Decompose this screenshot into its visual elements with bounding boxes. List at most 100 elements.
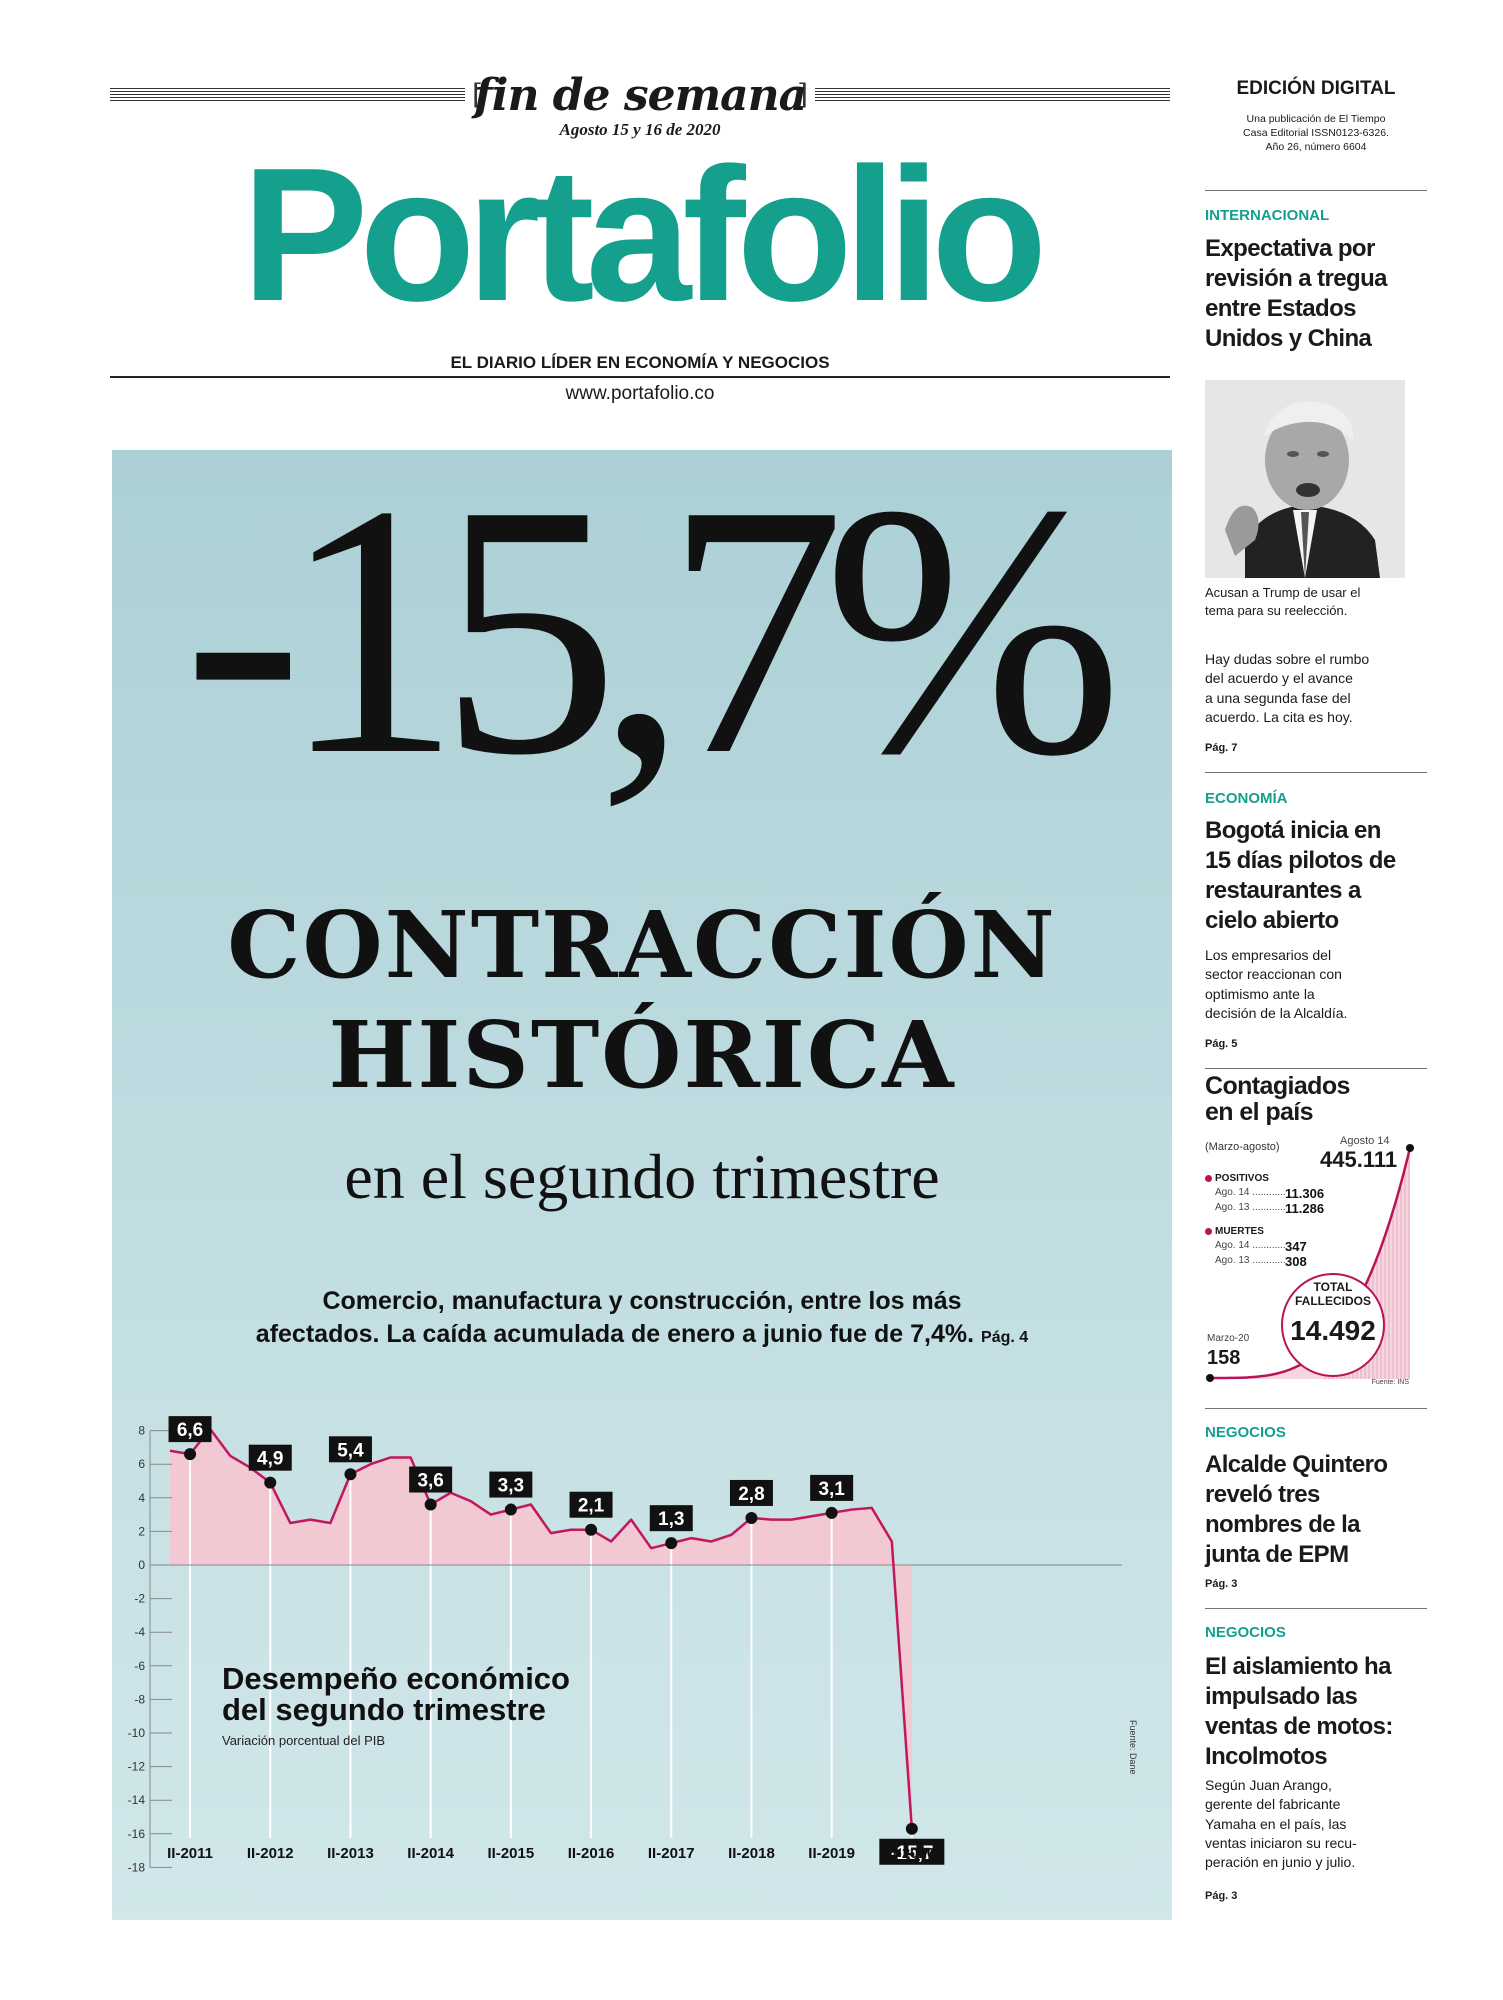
headline-line: reveló tres	[1205, 1481, 1320, 1508]
positives-label: POSITIVOS	[1205, 1173, 1269, 1184]
y-tick-label: 4	[138, 1491, 145, 1505]
data-label-box	[328, 1436, 372, 1463]
tagline: EL DIARIO LÍDER EN ECONOMÍA Y NEGOCIOS	[450, 353, 830, 372]
hero-big-figure: -15,7%	[183, 450, 1123, 829]
y-tick-label: 2	[138, 1524, 145, 1538]
series-line	[169, 1427, 914, 1829]
headline-line: restaurantes a	[1205, 877, 1361, 904]
headline-business-motos[interactable]: El aislamiento ha impulsado las ventas d…	[1205, 1652, 1427, 1772]
data-point	[665, 1537, 678, 1550]
data-point	[344, 1468, 357, 1481]
bracket-left: [	[472, 78, 483, 111]
page-reference[interactable]: Pág. 5	[1205, 1038, 1238, 1050]
curve-end-dot	[1406, 1144, 1414, 1152]
summary-line: sector reaccionan con	[1205, 966, 1342, 983]
divider	[1205, 190, 1427, 191]
y-tick-label: -6	[134, 1659, 145, 1673]
headline-business-epm[interactable]: Alcalde Quintero reveló tres nombres de …	[1205, 1450, 1427, 1570]
pub-line: Casa Editorial ISSN0123-6326.	[1243, 127, 1389, 140]
data-point	[825, 1506, 838, 1519]
badge-label: TOTAL FALLECIDOS	[1283, 1280, 1383, 1309]
divider	[110, 376, 1170, 378]
hero-deck-line: afectados. La caída acumulada de enero a…	[255, 1319, 975, 1348]
weekend-label: fin de semana	[473, 70, 807, 121]
x-tick-label: II-2019	[808, 1845, 855, 1862]
data-point	[184, 1448, 197, 1461]
section-label-business[interactable]: NEGOCIOS	[1205, 1424, 1286, 1441]
x-tick-label: II-2016	[568, 1845, 615, 1862]
data-point	[504, 1503, 517, 1516]
headline-line: Incolmotos	[1205, 1743, 1328, 1770]
headline-line: ventas de motos:	[1205, 1713, 1393, 1740]
x-tick-label: II-2020	[888, 1845, 935, 1862]
section-label-economy[interactable]: ECONOMÍA	[1205, 790, 1288, 807]
y-tick-label: 6	[138, 1457, 145, 1471]
page-reference[interactable]: Pág. 7	[1205, 742, 1238, 754]
y-tick-label: -2	[134, 1592, 145, 1606]
headline-line: El aislamiento ha	[1205, 1653, 1391, 1680]
hero-headline[interactable]: CONTRACCIÓN HISTÓRICA	[112, 890, 1172, 1111]
data-label-box	[168, 1416, 212, 1443]
hero-headline-line: CONTRACCIÓN	[227, 891, 1057, 999]
newspaper-logo[interactable]: Portafolio	[241, 129, 1048, 341]
summary-line: del acuerdo y el avance	[1205, 670, 1353, 687]
positives-row: Ago. 1411.306	[1215, 1186, 1335, 1201]
data-label: 2,8	[738, 1484, 764, 1505]
data-label: 3,6	[417, 1471, 443, 1492]
website-link[interactable]: www.portafolio.co	[565, 383, 715, 404]
covid-title: Contagiados en el país	[1205, 1073, 1350, 1126]
row-date: Ago. 13	[1215, 1255, 1285, 1266]
page-reference[interactable]: Pág. 3	[1205, 1578, 1238, 1590]
data-label-box	[248, 1444, 292, 1471]
headline-international[interactable]: Expectativa por revisión a tregua entre …	[1205, 234, 1427, 354]
summary-line: peración en junio y julio.	[1205, 1854, 1356, 1871]
page-reference[interactable]: Pág. 4	[981, 1328, 1029, 1346]
divider	[1205, 1608, 1427, 1609]
y-tick-label: -14	[128, 1793, 146, 1807]
covid-infographic: Contagiados en el país (Marzo-agosto) Ag…	[1205, 1073, 1427, 1393]
hero-subhead: en el segundo trimestre	[344, 1141, 940, 1212]
summary-business-motos: Según Juan Arango, gerente del fabricant…	[1205, 1776, 1427, 1873]
chart-subtitle: Variación porcentual del PIB	[222, 1733, 386, 1748]
positives-row: Ago. 1311.286	[1215, 1201, 1335, 1216]
chart-title: Desempeño económico del segundo trimestr…	[222, 1663, 570, 1725]
headline-line: Unidos y China	[1205, 325, 1372, 352]
curve-start-dot	[1206, 1374, 1214, 1382]
y-tick-label: -18	[128, 1860, 146, 1874]
data-point	[424, 1498, 437, 1511]
data-label: 1,3	[658, 1509, 684, 1530]
hero-headline-line: HISTÓRICA	[328, 1001, 956, 1110]
deaths-label: MUERTES	[1205, 1226, 1264, 1237]
x-tick-label: II-2017	[648, 1845, 695, 1862]
section-label-business[interactable]: NEGOCIOS	[1205, 1624, 1286, 1641]
headline-line: nombres de la	[1205, 1511, 1361, 1538]
badge-label-line: TOTAL	[1313, 1280, 1353, 1294]
total-deaths-badge: TOTAL FALLECIDOS 14.492	[1281, 1273, 1385, 1377]
data-point	[745, 1511, 758, 1524]
x-tick-label: II-2018	[728, 1845, 775, 1862]
page-reference[interactable]: Pág. 3	[1205, 1890, 1238, 1902]
data-label-box	[810, 1474, 854, 1501]
summary-line: Hay dudas sobre el rumbo	[1205, 651, 1370, 667]
summary-line: Los empresarios del	[1205, 947, 1332, 963]
hero-deck: Comercio, manufactura y construcción, en…	[112, 1285, 1172, 1350]
headline-economy[interactable]: Bogotá inicia en 15 días pilotos de rest…	[1205, 816, 1427, 936]
data-label-box	[649, 1505, 693, 1532]
decorative-rules-left	[110, 88, 465, 102]
summary-line: Yamaha en el país, las	[1205, 1815, 1347, 1832]
row-date: Ago. 13	[1215, 1202, 1285, 1213]
chart-title-line: del segundo trimestre	[222, 1692, 546, 1727]
row-value: 11.306	[1285, 1186, 1325, 1201]
section-label-international[interactable]: INTERNACIONAL	[1205, 207, 1330, 224]
divider	[1205, 772, 1427, 773]
data-label: 3,1	[818, 1479, 845, 1500]
badge-label-line: FALLECIDOS	[1294, 1293, 1371, 1308]
data-label-box	[409, 1466, 453, 1493]
data-label: 4,9	[257, 1449, 283, 1470]
chart-source: Fuente: Dane	[1128, 1720, 1138, 1775]
divider	[1205, 1408, 1427, 1409]
covid-start-value: 158	[1207, 1347, 1241, 1369]
y-tick-label: 8	[138, 1424, 145, 1438]
data-point	[905, 1822, 918, 1835]
bracket-right: ]	[797, 78, 808, 111]
